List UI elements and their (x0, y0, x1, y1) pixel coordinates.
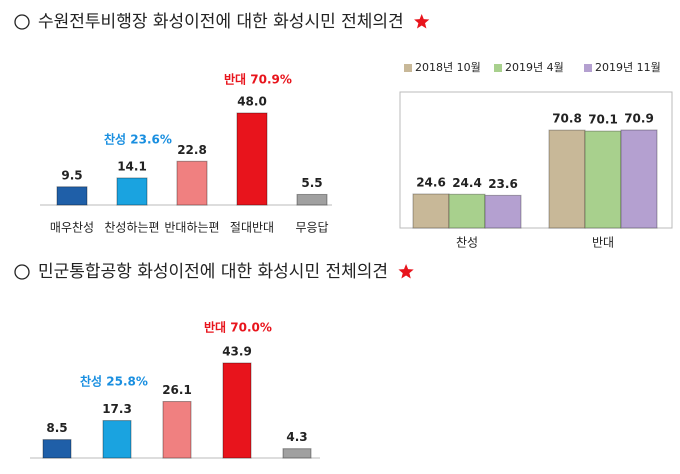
bar (56, 186, 88, 206)
value-label: 17.3 (102, 402, 132, 416)
annotation: 반대 70.9% (224, 72, 292, 87)
bar (102, 420, 132, 459)
bar (296, 193, 328, 206)
chart-title: 민군통합공항 화성이전에 대한 화성시민 전체의견 (38, 262, 388, 282)
value-label: 43.9 (222, 345, 252, 359)
bar (584, 130, 622, 229)
value-label: 9.5 (61, 168, 82, 182)
bar (162, 401, 192, 459)
legend-label: 2019년 4월 (505, 61, 564, 74)
value-label: 26.1 (162, 383, 192, 397)
x-tick-label: 반대 (592, 236, 614, 250)
star-icon (414, 14, 430, 29)
value-label: 22.8 (177, 143, 207, 157)
bar (282, 448, 312, 459)
annotation: 반대 70.0% (204, 320, 272, 335)
value-label: 70.1 (588, 113, 618, 127)
value-label: 8.5 (46, 421, 67, 435)
x-tick-label: 무응답 (295, 221, 328, 235)
bar (116, 177, 148, 206)
bar (484, 194, 522, 229)
value-label: 14.1 (117, 159, 147, 173)
value-label: 5.5 (301, 176, 322, 190)
chart-title: 수원전투비행장 화성이전에 대한 화성시민 전체의견 (38, 12, 404, 32)
x-tick-label: 절대반대 (230, 221, 274, 235)
value-label: 70.8 (552, 112, 582, 126)
bar (176, 160, 208, 206)
bar (236, 112, 268, 206)
bullet (14, 14, 30, 30)
x-tick-label: 찬성 (456, 235, 478, 250)
bullet (14, 264, 30, 280)
bar (42, 439, 72, 459)
legend-label: 2019년 11월 (595, 61, 661, 74)
value-label: 70.9 (624, 112, 654, 126)
annotation: 찬성 25.8% (80, 374, 148, 389)
value-label: 24.6 (416, 175, 446, 189)
value-label: 23.6 (488, 177, 518, 191)
bar (222, 362, 252, 459)
legend-swatch (584, 64, 592, 72)
legend-swatch (404, 64, 412, 72)
bar (448, 193, 486, 229)
bar (412, 193, 450, 229)
star-icon (398, 264, 414, 279)
bar (620, 129, 658, 229)
bar (548, 129, 586, 229)
value-label: 24.4 (452, 176, 482, 190)
legend-swatch (494, 64, 502, 72)
value-label: 4.3 (286, 430, 307, 444)
annotation: 찬성 23.6% (104, 132, 172, 147)
x-tick-label: 반대하는편 (164, 221, 219, 235)
plot-frame (399, 91, 673, 229)
x-tick-label: 찬성하는편 (104, 220, 159, 235)
value-label: 48.0 (237, 95, 267, 109)
legend-label: 2018년 10월 (415, 61, 481, 74)
x-tick-label: 매우찬성 (50, 220, 94, 235)
